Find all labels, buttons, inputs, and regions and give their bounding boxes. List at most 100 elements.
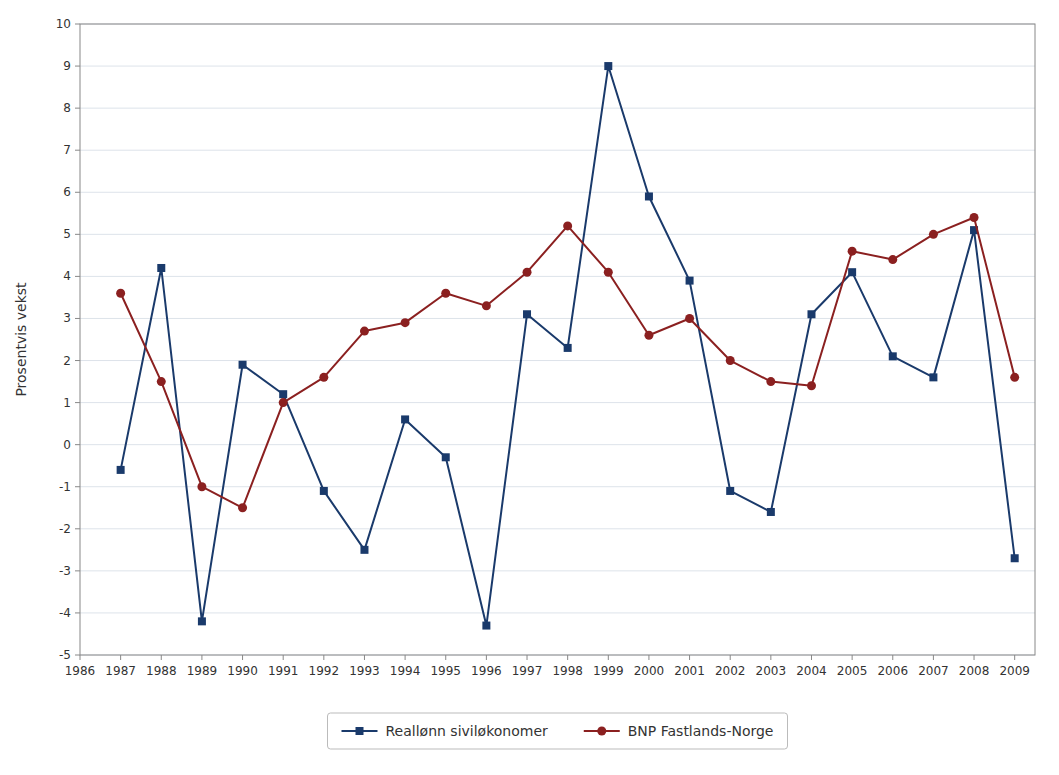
grid-line bbox=[80, 444, 1035, 445]
grid-line bbox=[80, 570, 1035, 571]
x-tick-label: 2009 bbox=[999, 664, 1030, 678]
point bbox=[848, 268, 856, 276]
point bbox=[889, 352, 897, 360]
point bbox=[726, 356, 735, 365]
x-tick-label: 1990 bbox=[227, 664, 258, 678]
point bbox=[360, 327, 369, 336]
y-tick-label: 9 bbox=[63, 59, 71, 73]
y-axis-label: Prosentvis vekst bbox=[13, 282, 29, 397]
point bbox=[523, 310, 531, 318]
y-tick bbox=[75, 276, 80, 277]
x-tick-label: 1993 bbox=[349, 664, 380, 678]
y-tick-label: 4 bbox=[63, 269, 71, 283]
x-tick bbox=[161, 655, 162, 660]
y-tick bbox=[75, 192, 80, 193]
x-axis: 1986198719881989199019911992199319941995… bbox=[65, 655, 1030, 678]
point bbox=[1011, 554, 1019, 562]
series bbox=[117, 62, 1019, 629]
point bbox=[685, 314, 694, 323]
y-tick bbox=[75, 655, 80, 656]
x-tick-label: 2007 bbox=[918, 664, 949, 678]
x-tick-label: 1986 bbox=[65, 664, 96, 678]
grid-line bbox=[80, 402, 1035, 403]
point bbox=[117, 466, 125, 474]
x-tick-label: 2006 bbox=[877, 664, 908, 678]
x-tick-label: 1994 bbox=[390, 664, 421, 678]
point bbox=[929, 373, 937, 381]
y-axis: -5-4-3-2-1012345678910 bbox=[56, 17, 80, 662]
point bbox=[319, 373, 328, 382]
y-tick-label: -5 bbox=[59, 648, 71, 662]
x-tick bbox=[770, 655, 771, 660]
series-area bbox=[116, 62, 1019, 629]
point bbox=[807, 310, 815, 318]
x-tick-label: 1989 bbox=[187, 664, 218, 678]
grid-line bbox=[80, 318, 1035, 319]
y-tick bbox=[75, 444, 80, 445]
legend-label: BNP Fastlands-Norge bbox=[628, 723, 774, 739]
x-tick bbox=[445, 655, 446, 660]
series-line bbox=[121, 66, 1015, 625]
y-tick-label: 0 bbox=[63, 438, 71, 452]
series-line bbox=[121, 218, 1015, 508]
plot-frame bbox=[80, 24, 1035, 655]
point bbox=[564, 344, 572, 352]
grid-line bbox=[80, 528, 1035, 529]
point bbox=[1010, 373, 1019, 382]
y-tick bbox=[75, 66, 80, 67]
legend-box bbox=[328, 713, 788, 749]
y-tick-label: -3 bbox=[59, 564, 71, 578]
y-tick-label: 6 bbox=[63, 185, 71, 199]
point bbox=[441, 289, 450, 298]
point bbox=[198, 617, 206, 625]
y-tick-label: -1 bbox=[59, 480, 71, 494]
point bbox=[442, 453, 450, 461]
x-tick bbox=[852, 655, 853, 660]
x-tick bbox=[608, 655, 609, 660]
y-tick bbox=[75, 360, 80, 361]
series bbox=[116, 213, 1019, 512]
y-tick-label: 10 bbox=[56, 17, 71, 31]
point bbox=[197, 482, 206, 491]
x-tick-label: 2005 bbox=[837, 664, 868, 678]
point bbox=[766, 377, 775, 386]
point bbox=[604, 268, 613, 277]
x-tick-label: 1999 bbox=[593, 664, 624, 678]
y-tick-label: 2 bbox=[63, 354, 71, 368]
point bbox=[644, 331, 653, 340]
grid-line bbox=[80, 276, 1035, 277]
y-tick-label: 8 bbox=[63, 101, 71, 115]
y-tick bbox=[75, 402, 80, 403]
y-tick bbox=[75, 486, 80, 487]
y-tick bbox=[75, 234, 80, 235]
point bbox=[482, 301, 491, 310]
y-tick bbox=[75, 528, 80, 529]
x-tick-label: 1987 bbox=[105, 664, 136, 678]
x-tick-label: 2004 bbox=[796, 664, 827, 678]
x-tick-label: 1992 bbox=[309, 664, 340, 678]
x-tick bbox=[974, 655, 975, 660]
legend-marker bbox=[356, 727, 364, 735]
point bbox=[929, 230, 938, 239]
point bbox=[970, 213, 979, 222]
x-tick bbox=[120, 655, 121, 660]
x-tick bbox=[527, 655, 528, 660]
legend-item: BNP Fastlands-Norge bbox=[584, 723, 774, 739]
x-tick-label: 2000 bbox=[634, 664, 665, 678]
x-tick bbox=[486, 655, 487, 660]
x-tick-label: 1995 bbox=[430, 664, 461, 678]
grid-line bbox=[80, 192, 1035, 193]
y-tick bbox=[75, 24, 80, 25]
point bbox=[360, 546, 368, 554]
point bbox=[604, 62, 612, 70]
x-tick-label: 1991 bbox=[268, 664, 299, 678]
x-tick bbox=[689, 655, 690, 660]
point bbox=[807, 381, 816, 390]
point bbox=[848, 247, 857, 256]
x-tick bbox=[1014, 655, 1015, 660]
y-tick-label: 3 bbox=[63, 311, 71, 325]
grid-line bbox=[80, 234, 1035, 235]
grid-line bbox=[80, 108, 1035, 109]
y-tick-label: 5 bbox=[63, 227, 71, 241]
point bbox=[482, 622, 490, 630]
